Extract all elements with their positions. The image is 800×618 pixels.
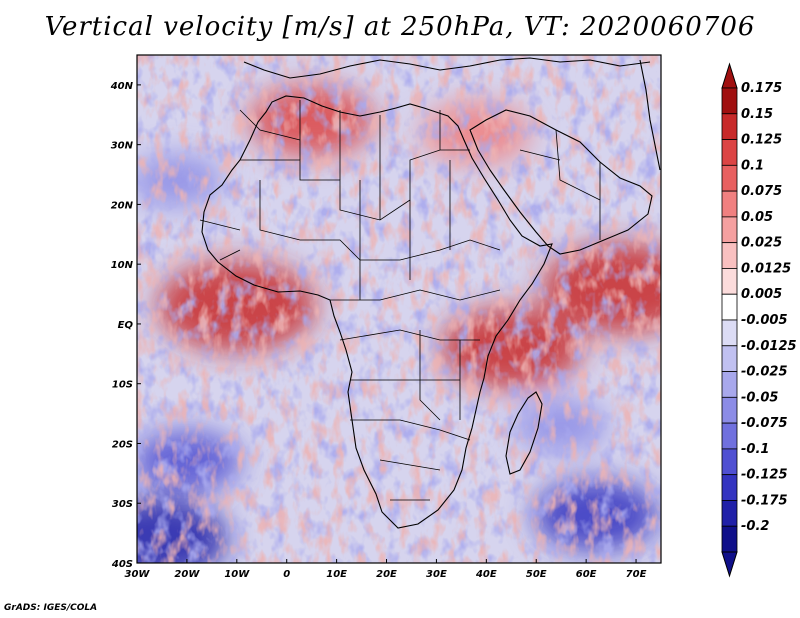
colorbar-label: 0.1 bbox=[741, 158, 764, 173]
colorbar-swatch bbox=[721, 164, 738, 192]
colorbar-top-arrow bbox=[721, 62, 738, 89]
colorbar-label: -0.2 bbox=[741, 519, 769, 534]
lon-tick-label: 60E bbox=[576, 569, 597, 580]
lon-tick-label: 10E bbox=[326, 569, 347, 580]
field-layer bbox=[137, 55, 661, 563]
ascent-texture bbox=[137, 55, 661, 563]
lon-tick-label: 10W bbox=[224, 569, 250, 580]
lon-tick-label: 0 bbox=[283, 569, 290, 580]
lon-tick-label: 20E bbox=[376, 569, 397, 580]
lat-tick-label: 40S bbox=[111, 559, 133, 570]
colorbar-label: -0.075 bbox=[741, 416, 788, 431]
colorbar-swatch bbox=[721, 139, 738, 166]
colorbar: 0.175 0.15 0.125 0.1 0.075 0.05 0.025 0.0125 0.0… bbox=[721, 62, 797, 578]
colorbar-swatch bbox=[721, 500, 738, 527]
country-borders bbox=[199, 100, 601, 501]
colorbar-swatch bbox=[721, 319, 738, 347]
colorbar-swatch bbox=[721, 216, 738, 244]
colorbar-swatch bbox=[721, 113, 738, 140]
colorbar-swatch bbox=[721, 293, 738, 321]
lat-tick-label: 20N bbox=[111, 200, 134, 211]
lon-tick-label: 30W bbox=[125, 569, 151, 580]
longitude-axis: 30W 20W 10W 0 10E 20E 30E 40E 50E 60E 70E bbox=[125, 559, 647, 580]
arabia-coastline bbox=[469, 109, 653, 255]
colorbar-swatch bbox=[721, 345, 738, 372]
colorbar-label: 0.0125 bbox=[741, 261, 791, 276]
colorbar-swatch bbox=[721, 448, 738, 476]
colorbar-swatch bbox=[721, 242, 738, 269]
colorbar-swatch bbox=[721, 422, 738, 450]
lat-tick-label: EQ bbox=[118, 320, 134, 331]
lat-tick-label: 40N bbox=[110, 81, 134, 92]
colorbar-label: -0.05 bbox=[741, 390, 778, 405]
colorbar-swatch bbox=[721, 396, 738, 424]
lat-tick-label: 20S bbox=[112, 439, 133, 450]
colorbar-label: 0.125 bbox=[741, 133, 782, 148]
colorbar-label: 0.175 bbox=[741, 81, 782, 96]
colorbar-label: -0.0125 bbox=[741, 339, 797, 354]
colorbar-swatch bbox=[721, 190, 738, 218]
colorbar-label: -0.025 bbox=[741, 365, 788, 380]
lon-tick-label: 70E bbox=[626, 569, 647, 580]
lon-tick-label: 30E bbox=[426, 569, 447, 580]
lat-tick-label: 30N bbox=[111, 141, 134, 152]
colorbar-label: 0.05 bbox=[741, 210, 773, 225]
lat-tick-label: 10S bbox=[112, 380, 133, 391]
plot-frame bbox=[136, 54, 662, 564]
colorbar-label: -0.175 bbox=[741, 493, 788, 508]
colorbar-swatch bbox=[721, 474, 738, 501]
europe-coastline bbox=[243, 57, 651, 79]
madagascar-coastline bbox=[505, 391, 543, 475]
coastline bbox=[201, 57, 661, 529]
colorbar-label: -0.125 bbox=[741, 468, 788, 483]
africa-coastline bbox=[201, 95, 553, 529]
colorbar-swatch bbox=[721, 87, 738, 115]
colorbar-label: 0.025 bbox=[741, 236, 782, 251]
colorbar-swatch bbox=[721, 371, 738, 398]
colorbar-swatch bbox=[721, 268, 738, 295]
lon-tick-label: 50E bbox=[526, 569, 547, 580]
lat-tick-label: 10N bbox=[111, 260, 134, 271]
colorbar-label: -0.005 bbox=[741, 313, 788, 328]
lon-tick-label: 20W bbox=[174, 569, 200, 580]
colorbar-bottom-arrow bbox=[721, 551, 738, 578]
lon-tick-label: 40E bbox=[475, 569, 497, 580]
lat-tick-label: 30S bbox=[112, 499, 133, 510]
colorbar-label: -0.1 bbox=[741, 442, 769, 457]
latitude-axis: 40N 30N 20N 10N EQ 10S 20S 30S 40S bbox=[110, 81, 141, 570]
colorbar-swatch bbox=[721, 525, 738, 553]
chart-title: Vertical velocity [m/s] at 250hPa, VT: 2… bbox=[44, 12, 756, 42]
colorbar-label: 0.075 bbox=[741, 184, 782, 199]
colorbar-label: 0.15 bbox=[741, 107, 773, 122]
india-coastline bbox=[639, 59, 661, 171]
footer-credit: GrADS: IGES/COLA bbox=[4, 603, 98, 613]
colorbar-label: 0.005 bbox=[741, 287, 782, 302]
